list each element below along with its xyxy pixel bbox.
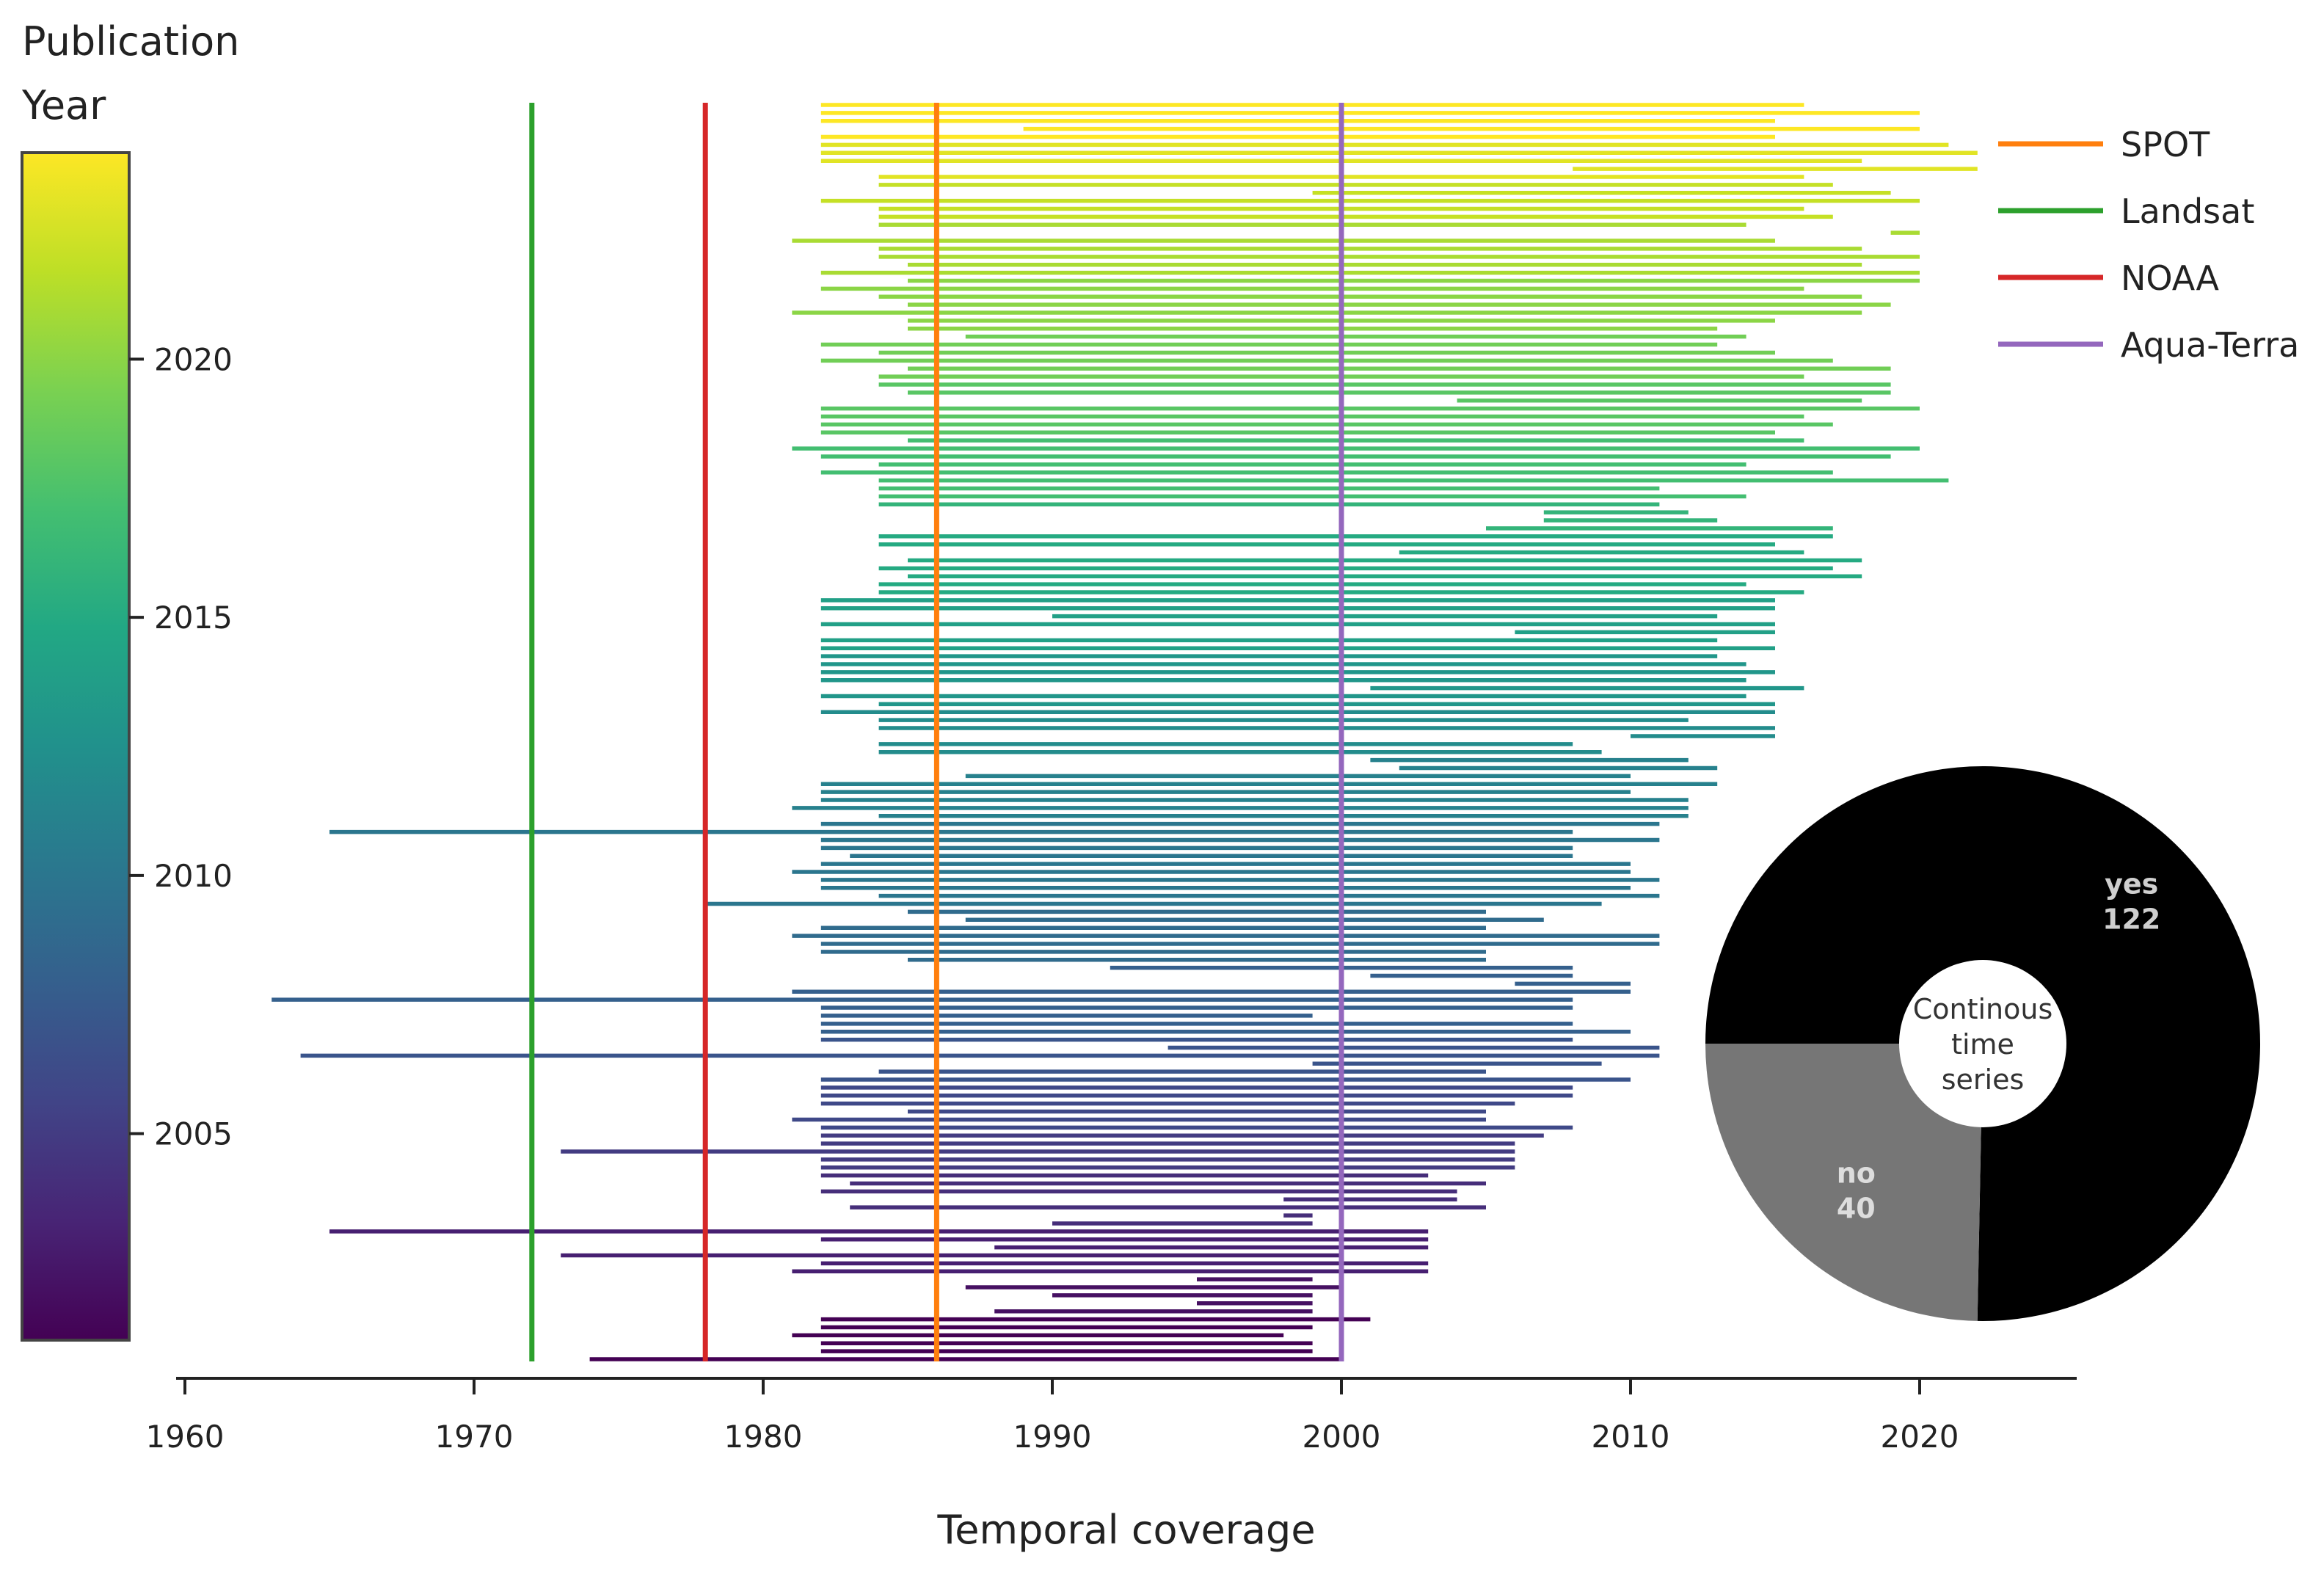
pie-center-hole <box>1899 960 2066 1127</box>
colorbar-tick-label: 2020 <box>154 341 233 377</box>
pie-center-label: time <box>1951 1028 2014 1061</box>
x-tick-label: 1980 <box>724 1419 803 1455</box>
x-axis-label: Temporal coverage <box>936 1507 1315 1553</box>
x-tick-label: 2000 <box>1303 1419 1381 1455</box>
legend-label: SPOT <box>2121 125 2210 164</box>
pie-slice-value: 122 <box>2102 903 2160 936</box>
legend-label: Aqua-Terra <box>2121 325 2299 365</box>
colorbar-title-line1: Publication <box>22 18 239 65</box>
pie-slice-no <box>1705 1044 1983 1321</box>
pie-slice-value: 40 <box>1837 1192 1876 1224</box>
legend-label: NOAA <box>2121 258 2220 298</box>
x-axis-ticks: 1960 1970 1980 1990 2000 2010 2020 <box>146 1378 1959 1455</box>
colorbar: Publication Year 2005 2010 2015 2020 <box>21 18 239 1342</box>
colorbar-tick-label: 2010 <box>154 858 233 894</box>
x-tick-label: 1960 <box>146 1419 225 1455</box>
pie-center-label: series <box>1942 1063 2025 1096</box>
colorbar-tick-label: 2005 <box>154 1116 233 1152</box>
x-tick-label: 2010 <box>1592 1419 1670 1455</box>
legend: SPOT Landsat NOAA Aqua-Terra <box>1998 125 2299 365</box>
x-axis: 1960 1970 1980 1990 2000 2010 2020 Temporal co… <box>146 1377 2077 1553</box>
colorbar-ticks: 2005 2010 2015 2020 <box>129 341 233 1152</box>
x-tick-label: 2020 <box>1881 1419 1959 1455</box>
colorbar-tick-label: 2015 <box>154 600 233 636</box>
coverage-ranges <box>272 103 1978 1361</box>
legend-label: Landsat <box>2121 192 2254 231</box>
pie-center-label: Continous <box>1913 993 2053 1025</box>
x-tick-label: 1990 <box>1013 1419 1092 1455</box>
colorbar-title-line2: Year <box>21 82 106 128</box>
reference-lines <box>529 103 1344 1361</box>
pie-slice-label: yes <box>2105 868 2158 901</box>
colorbar-gradient <box>21 151 131 1342</box>
x-tick-label: 1970 <box>435 1419 514 1455</box>
pie-slice-label: no <box>1837 1157 1876 1189</box>
